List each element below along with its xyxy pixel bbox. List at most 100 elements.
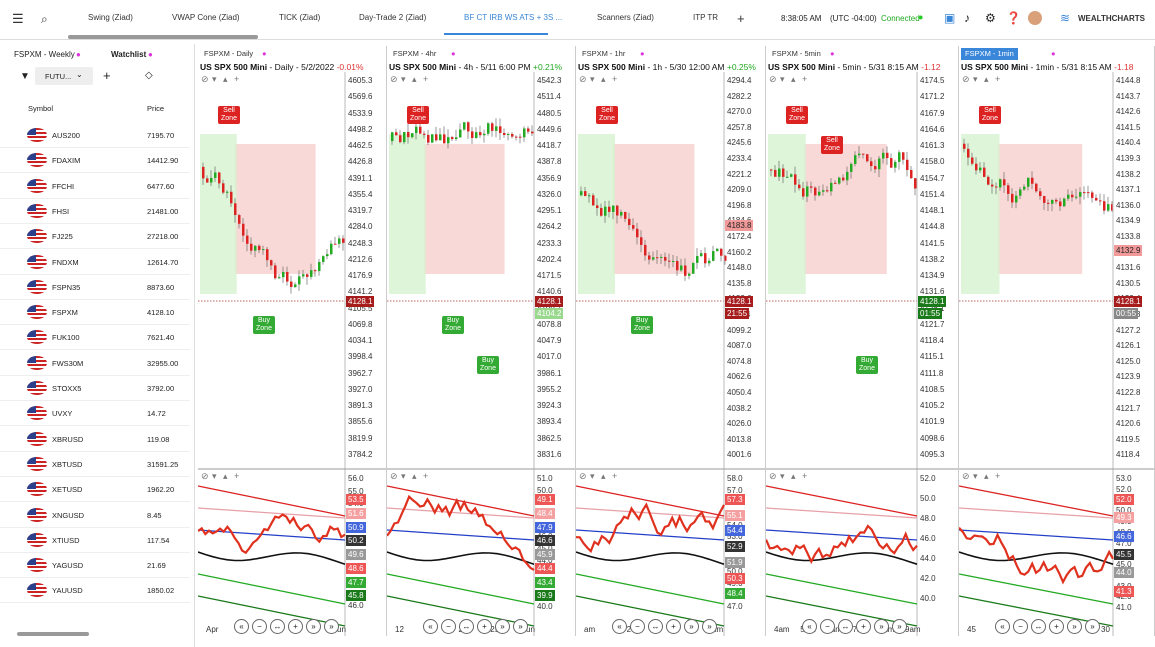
jump-latest-button[interactable]: » (324, 619, 339, 634)
expand-icon[interactable]: ▴ (791, 471, 796, 481)
hide-icon[interactable]: ⊘ (201, 471, 209, 481)
collapse-icon[interactable]: ▾ (973, 471, 978, 481)
hide-icon[interactable]: ⊘ (579, 74, 587, 84)
list-item[interactable]: UVXY 14.72 (0, 401, 190, 427)
collapse-icon[interactable]: ▾ (590, 74, 595, 84)
collapse-icon[interactable]: ▾ (780, 471, 785, 481)
scroll-right-button[interactable]: » (684, 619, 699, 634)
chart-tab[interactable]: FSPXM - 5min (772, 49, 821, 58)
list-item[interactable]: YAGUSD 21.69 (0, 553, 190, 579)
add-symbol-button[interactable]: + (103, 68, 111, 83)
expand-icon[interactable]: ▴ (223, 74, 228, 84)
timezone[interactable]: (UTC -04:00) (830, 14, 877, 23)
tab-2[interactable]: TICK (Ziad) (279, 13, 321, 22)
list-item[interactable]: XETUSD 1962.20 (0, 477, 190, 503)
alert-bell-icon[interactable]: ♪ (964, 11, 970, 25)
reset-zoom-button[interactable]: ↔ (270, 619, 285, 634)
hide-icon[interactable]: ⊘ (769, 74, 777, 84)
list-item[interactable]: XNGUSD 8.45 (0, 503, 190, 528)
hide-icon[interactable]: ⊘ (390, 74, 398, 84)
zoom-in-button[interactable]: + (666, 619, 681, 634)
tab-scrollbar[interactable] (68, 35, 258, 39)
expand-icon[interactable]: ▴ (601, 471, 606, 481)
scroll-left-button[interactable]: « (802, 619, 817, 634)
add-indicator-icon[interactable]: + (234, 74, 240, 84)
list-item[interactable]: FDAXIM 14412.90 (0, 148, 190, 174)
add-tab-button[interactable]: + (737, 11, 745, 26)
jump-latest-button[interactable]: » (1085, 619, 1100, 634)
list-item[interactable]: XTIUSD 117.54 (0, 528, 190, 553)
chart-panel[interactable]: FSPXM - 5min ● US SPX 500 Mini - 5min - 5/… (766, 46, 959, 636)
expand-icon[interactable]: ▴ (223, 471, 228, 481)
filter-dropdown[interactable]: FUTU... ⌄ (35, 67, 93, 85)
chart-tab[interactable]: FSPXM - 1hr (582, 49, 626, 58)
add-indicator-icon[interactable]: + (802, 471, 808, 481)
expand-icon[interactable]: ▴ (791, 74, 796, 84)
reset-zoom-button[interactable]: ↔ (838, 619, 853, 634)
zoom-out-button[interactable]: − (441, 619, 456, 634)
zoom-out-button[interactable]: − (252, 619, 267, 634)
chart-tab[interactable]: FSPXM - 4hr (393, 49, 437, 58)
help-icon[interactable]: ❓ (1006, 11, 1021, 25)
jump-latest-button[interactable]: » (702, 619, 717, 634)
list-item[interactable]: FJ225 27218.00 (0, 224, 190, 250)
add-indicator-icon[interactable]: + (423, 471, 429, 481)
gear-icon[interactable]: ⚙ (985, 11, 996, 25)
hide-icon[interactable]: ⊘ (390, 471, 398, 481)
avatar[interactable] (1028, 11, 1042, 25)
list-item[interactable]: FSPXM 4128.10 (0, 300, 190, 326)
chart-canvas[interactable] (576, 46, 766, 636)
jump-latest-button[interactable]: » (892, 619, 907, 634)
collapse-icon[interactable]: ▾ (212, 471, 217, 481)
zoom-in-button[interactable]: + (856, 619, 871, 634)
jump-latest-button[interactable]: » (513, 619, 528, 634)
list-item[interactable]: FUK100 7621.40 (0, 325, 190, 351)
chart-panel[interactable]: FSPXM - 1min ● US SPX 500 Mini - 1min - 5/… (959, 46, 1155, 636)
collapse-icon[interactable]: ▾ (401, 74, 406, 84)
reset-zoom-button[interactable]: ↔ (459, 619, 474, 634)
chart-canvas[interactable] (387, 46, 576, 636)
chart-panel[interactable]: FSPXM - 1hr ● US SPX 500 Mini - 1h - 5/30 … (576, 46, 766, 636)
save-icon[interactable]: ▣ (944, 11, 956, 25)
hide-icon[interactable]: ⊘ (769, 471, 777, 481)
collapse-icon[interactable]: ▾ (401, 471, 406, 481)
scroll-left-button[interactable]: « (612, 619, 627, 634)
column-header-symbol[interactable]: Symbol (28, 104, 54, 113)
list-item[interactable]: FFCHI 6477.60 (0, 174, 190, 199)
scroll-right-button[interactable]: » (1067, 619, 1082, 634)
add-indicator-icon[interactable]: + (802, 74, 808, 84)
expand-icon[interactable]: ▴ (601, 74, 606, 84)
expand-icon[interactable]: ▴ (984, 74, 989, 84)
scroll-right-button[interactable]: » (306, 619, 321, 634)
add-indicator-icon[interactable]: + (234, 471, 240, 481)
sidebar-scrollbar[interactable] (17, 632, 89, 636)
zoom-in-button[interactable]: + (477, 619, 492, 634)
zoom-out-button[interactable]: − (630, 619, 645, 634)
list-item[interactable]: XBTUSD 31591.25 (0, 452, 190, 477)
hamburger-icon[interactable]: ☰ (12, 11, 24, 26)
tab-5[interactable]: Scanners (Ziad) (597, 13, 654, 22)
reset-zoom-button[interactable]: ↔ (648, 619, 663, 634)
tab-4[interactable]: BF CT IRB WS ATS + 3S ... (464, 13, 563, 22)
list-item[interactable]: FNDXM 12614.70 (0, 250, 190, 275)
chart-canvas[interactable] (959, 46, 1155, 636)
collapse-icon[interactable]: ▾ (973, 74, 978, 84)
list-item[interactable]: FWS30M 32955.00 (0, 351, 190, 376)
chart-canvas[interactable] (766, 46, 959, 636)
collapse-icon[interactable]: ▾ (780, 74, 785, 84)
chart-panel[interactable]: FSPXM - 4hr ● US SPX 500 Mini - 4h - 5/11 … (387, 46, 576, 636)
list-item[interactable]: FHSI 21481.00 (0, 199, 190, 224)
scroll-left-button[interactable]: « (423, 619, 438, 634)
zoom-in-button[interactable]: + (288, 619, 303, 634)
filter-icon[interactable]: ▼ (20, 71, 30, 82)
list-item[interactable]: AUS200 7195.70 (0, 123, 190, 148)
add-indicator-icon[interactable]: + (995, 471, 1001, 481)
list-item[interactable]: STOXX5 3792.00 (0, 376, 190, 401)
add-indicator-icon[interactable]: + (612, 471, 618, 481)
chart-tab[interactable]: FSPXM - 1min (961, 48, 1018, 60)
chart-tab[interactable]: FSPXM - Daily (204, 49, 254, 58)
scroll-right-button[interactable]: » (495, 619, 510, 634)
chart-panel[interactable]: FSPXM - Daily ● US SPX 500 Mini - Daily - … (198, 46, 387, 636)
tab-fspxm-weekly[interactable]: FSPXM - Weekly (14, 50, 75, 59)
expand-icon[interactable]: ▴ (412, 74, 417, 84)
